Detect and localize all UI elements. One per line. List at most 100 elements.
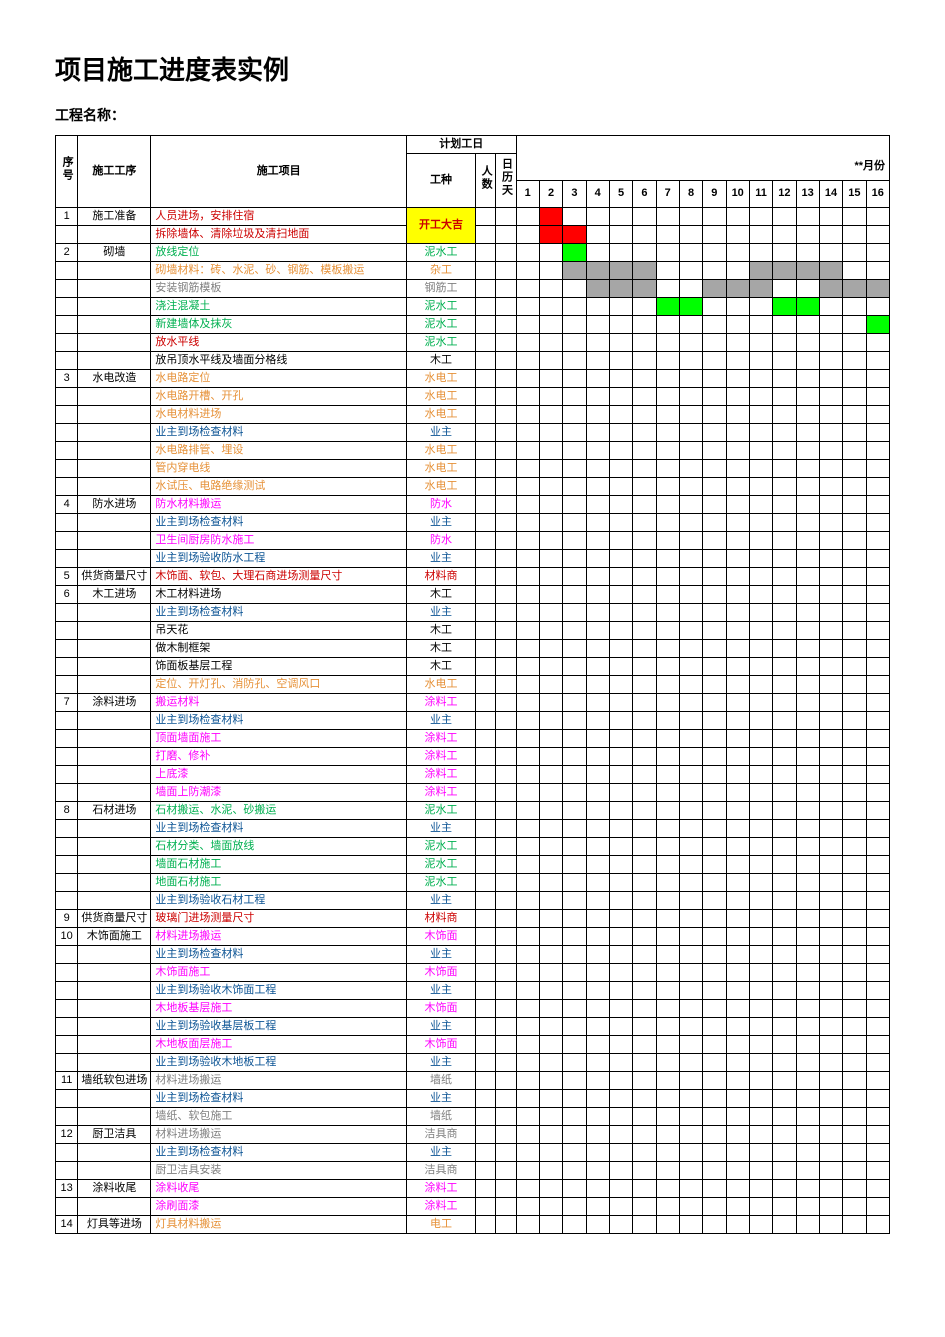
- gantt-cell: [539, 1144, 562, 1162]
- gantt-cell: [679, 406, 702, 424]
- gantt-cell: [726, 568, 749, 586]
- gantt-cell: [563, 766, 586, 784]
- gantt-cell: [539, 802, 562, 820]
- gantt-cell: [866, 694, 890, 712]
- gantt-cell: [819, 568, 842, 586]
- gantt-cell: [749, 586, 772, 604]
- gantt-cell: [773, 226, 796, 244]
- gantt-cell: [516, 892, 539, 910]
- table-row: 涂刷面漆涂料工: [56, 1198, 890, 1216]
- gantt-cell: [563, 838, 586, 856]
- gantt-cell: [819, 1072, 842, 1090]
- gantt-cell: [703, 820, 726, 838]
- gantt-cell: [539, 1072, 562, 1090]
- gantt-cell: [633, 604, 656, 622]
- header-seq: 序号: [58, 152, 75, 186]
- gantt-cell: [749, 1054, 772, 1072]
- cell-work: 水电工: [407, 442, 476, 460]
- gantt-cell: [703, 1072, 726, 1090]
- cell-item: 业主到场验收木地板工程: [151, 1054, 407, 1072]
- cell-people: [476, 1144, 496, 1162]
- gantt-cell: [773, 820, 796, 838]
- gantt-cell: [656, 910, 679, 928]
- gantt-cell: [633, 676, 656, 694]
- gantt-cell: [679, 280, 702, 298]
- table-row: 浇注混凝土泥水工: [56, 298, 890, 316]
- cell-seq: 6: [56, 586, 78, 604]
- table-row: 14灯具等进场灯具材料搬运电工: [56, 1216, 890, 1234]
- cell-people: [476, 406, 496, 424]
- cell-seq: [56, 388, 78, 406]
- gantt-cell: [586, 748, 609, 766]
- cell-item: 吊天花: [151, 622, 407, 640]
- gantt-cell: [819, 802, 842, 820]
- cell-people: [476, 424, 496, 442]
- cell-phase: [78, 1090, 151, 1108]
- gantt-cell: [679, 262, 702, 280]
- gantt-cell: [609, 244, 632, 262]
- gantt-cell: [516, 1144, 539, 1162]
- gantt-cell: [796, 802, 819, 820]
- gantt-cell: [656, 1072, 679, 1090]
- gantt-cell: [703, 370, 726, 388]
- gantt-cell: [586, 442, 609, 460]
- gantt-cell: [843, 532, 866, 550]
- gantt-cell: [703, 1054, 726, 1072]
- cell-item: 拆除墙体、清除垃圾及清扫地面: [151, 226, 407, 244]
- gantt-cell: [726, 298, 749, 316]
- gantt-cell: [679, 1180, 702, 1198]
- cell-work: 泥水工: [407, 874, 476, 892]
- gantt-cell: [656, 784, 679, 802]
- gantt-cell: [843, 748, 866, 766]
- table-row: 地面石材施工泥水工: [56, 874, 890, 892]
- cell-days: [496, 208, 516, 226]
- cell-people: [476, 730, 496, 748]
- gantt-cell: [633, 874, 656, 892]
- gantt-cell: [656, 622, 679, 640]
- gantt-cell: [563, 946, 586, 964]
- cell-days: [496, 1072, 516, 1090]
- gantt-cell: [819, 352, 842, 370]
- gantt-cell: [563, 1018, 586, 1036]
- cell-work: 业主: [407, 1144, 476, 1162]
- table-row: 业主到场验收石材工程业主: [56, 892, 890, 910]
- cell-days: [496, 640, 516, 658]
- gantt-cell: [633, 532, 656, 550]
- gantt-cell: [609, 766, 632, 784]
- gantt-cell: [796, 262, 819, 280]
- gantt-cell: [586, 892, 609, 910]
- gantt-cell: [726, 784, 749, 802]
- cell-work: 涂料工: [407, 766, 476, 784]
- gantt-cell: [563, 604, 586, 622]
- gantt-cell: [726, 874, 749, 892]
- gantt-cell: [773, 298, 796, 316]
- gantt-cell: [539, 1054, 562, 1072]
- gantt-cell: [679, 838, 702, 856]
- gantt-cell: [609, 568, 632, 586]
- table-row: 新建墙体及抹灰泥水工: [56, 316, 890, 334]
- cell-days: [496, 1000, 516, 1018]
- gantt-cell: [703, 478, 726, 496]
- gantt-cell: [819, 244, 842, 262]
- gantt-cell: [586, 982, 609, 1000]
- cell-phase: [78, 982, 151, 1000]
- gantt-cell: [773, 964, 796, 982]
- header-day-5: 5: [609, 180, 632, 207]
- gantt-cell: [656, 676, 679, 694]
- gantt-cell: [586, 730, 609, 748]
- table-row: 11墙纸软包进场材料进场搬运墙纸: [56, 1072, 890, 1090]
- gantt-cell: [633, 1090, 656, 1108]
- gantt-cell: [843, 280, 866, 298]
- cell-seq: [56, 1054, 78, 1072]
- cell-people: [476, 640, 496, 658]
- cell-phase: [78, 1198, 151, 1216]
- gantt-cell: [749, 1198, 772, 1216]
- cell-days: [496, 694, 516, 712]
- gantt-cell: [796, 1090, 819, 1108]
- cell-item: 上底漆: [151, 766, 407, 784]
- gantt-cell: [586, 262, 609, 280]
- cell-people: [476, 1036, 496, 1054]
- header-day-6: 6: [633, 180, 656, 207]
- gantt-cell: [726, 1000, 749, 1018]
- gantt-cell: [749, 496, 772, 514]
